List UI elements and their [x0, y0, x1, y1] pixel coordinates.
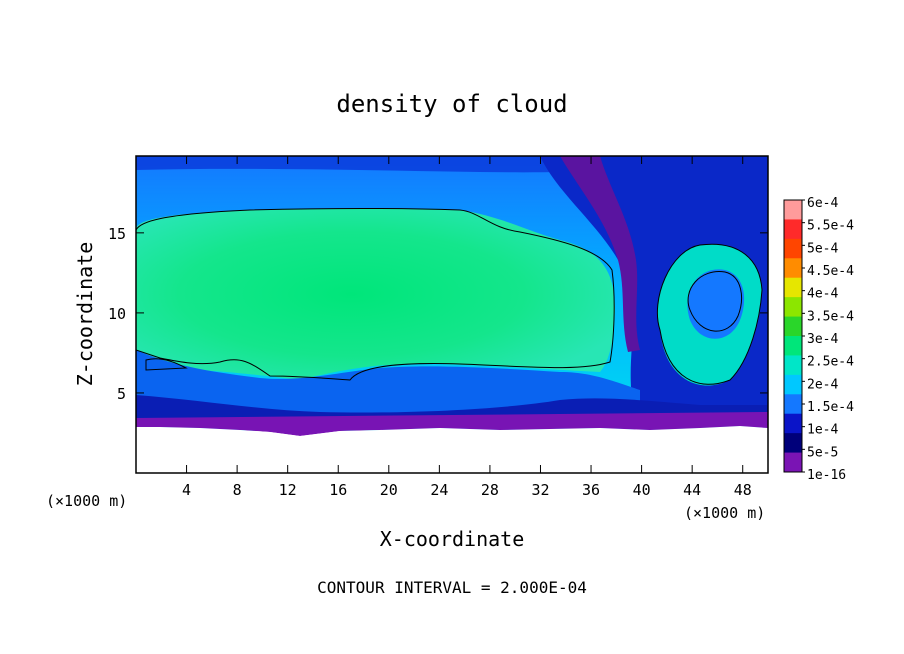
ground-region	[136, 426, 768, 473]
colorbar-swatch	[784, 452, 802, 473]
colorbar-swatch	[784, 433, 802, 454]
plot-area	[136, 156, 768, 473]
colorbar-swatch	[784, 200, 802, 220]
x-tick-label: 24	[430, 481, 448, 499]
contour-line-right	[656, 243, 763, 385]
x-tick-label: 36	[582, 481, 600, 499]
y-tick-label: 10	[108, 305, 126, 323]
x-tick-label: 44	[683, 481, 701, 499]
colorbar-swatch	[784, 316, 802, 337]
colorbar: 6e-4 5.5e-4 5e-4 4.5e-4 4e-4 3.5e-4 3e-4 2.5e-4…	[783, 196, 854, 483]
colorbar-label: 4e-4	[807, 287, 838, 302]
colorbar-label: 3.5e-4	[807, 309, 854, 324]
colorbar-swatch	[784, 219, 802, 240]
cloud-core	[136, 208, 615, 380]
colorbar-label: 1.5e-4	[807, 400, 854, 415]
colorbar-swatch	[784, 277, 802, 298]
colorbar-label: 3e-4	[807, 332, 838, 347]
y-tick-label: 15	[108, 225, 126, 243]
x-tick-label: 40	[633, 481, 651, 499]
x-tick-label: 8	[233, 481, 242, 499]
colorbar-swatch	[784, 336, 802, 356]
colorbar-label: 6e-4	[807, 196, 838, 211]
chart-title: density of cloud	[336, 90, 567, 118]
x-axis-ticks: 4 8 12 16 20 24 28 32 36 40 44 48	[182, 156, 752, 499]
y-axis-label: Z-coordinate	[73, 242, 97, 387]
x-tick-label: 20	[380, 481, 398, 499]
x-tick-label: 48	[734, 481, 752, 499]
colorbar-swatch	[784, 355, 802, 376]
colorbar-swatch	[784, 297, 802, 318]
colorbar-label: 5e-4	[807, 241, 838, 256]
y-tick-label: 5	[117, 385, 126, 403]
colorbar-swatch	[784, 413, 802, 434]
colorbar-swatch	[784, 374, 802, 395]
colorbar-swatch	[784, 238, 802, 259]
plot-frame	[135, 155, 769, 474]
y-axis-ticks: 5 10 15	[108, 225, 768, 403]
colorbar-label: 2.5e-4	[807, 355, 854, 370]
colorbar-label: 2e-4	[807, 377, 838, 392]
colorbar-swatch	[784, 258, 802, 279]
x-axis-label: X-coordinate	[380, 527, 525, 551]
right-bubble-inner	[687, 269, 745, 339]
x-unit-left: (×1000 m)	[46, 492, 127, 510]
colorbar-label: 1e-4	[807, 423, 838, 438]
x-tick-label: 16	[329, 481, 347, 499]
x-tick-label: 4	[182, 481, 191, 499]
x-unit-right: (×1000 m)	[684, 504, 765, 522]
colorbar-label: 1e-16	[807, 468, 846, 483]
x-tick-label: 28	[481, 481, 499, 499]
plume-core	[560, 156, 640, 352]
x-tick-label: 32	[531, 481, 549, 499]
x-tick-label: 12	[279, 481, 297, 499]
colorbar-label: 5.5e-4	[807, 219, 854, 234]
colorbar-label: 5e-5	[807, 445, 838, 460]
colorbar-label: 4.5e-4	[807, 264, 854, 279]
cloud-base	[136, 412, 768, 436]
colorbar-swatch	[784, 394, 802, 415]
footer-contour-interval: CONTOUR INTERVAL = 2.000E-04	[317, 578, 587, 597]
contour-line	[136, 208, 615, 381]
